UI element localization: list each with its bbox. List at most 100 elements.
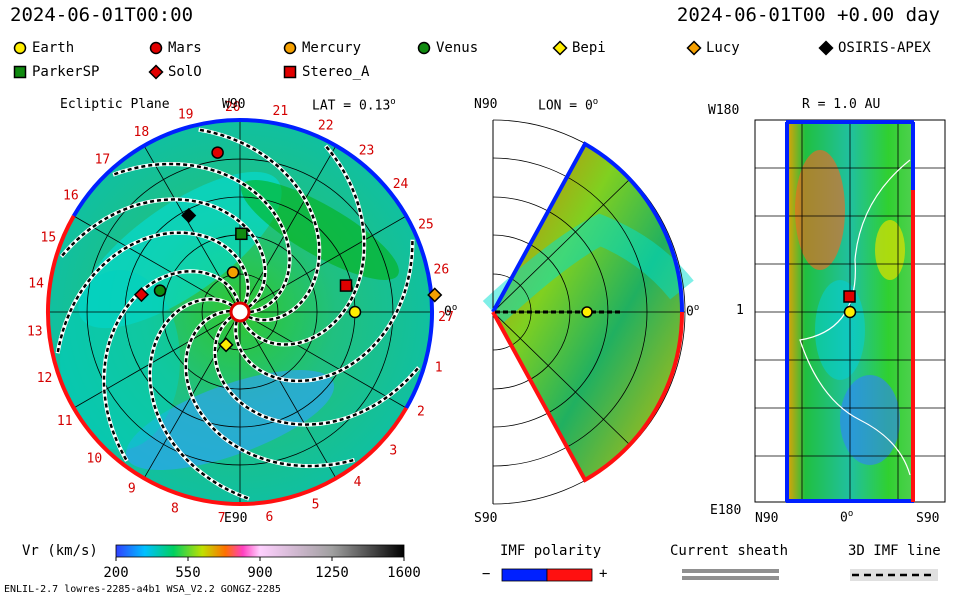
body-venus [153, 284, 167, 297]
legend-marker [552, 40, 568, 56]
carrington-label: 3 [389, 444, 397, 459]
carrington-label: 5 [312, 498, 320, 513]
map-bottom-left-label: E180 [710, 503, 742, 518]
legend-label: SolO [168, 64, 202, 80]
diamond-marker-icon [148, 64, 164, 80]
polarity-rim-arc [71, 118, 434, 409]
ecliptic-bottom-label: E90 [224, 511, 248, 526]
carrington-label: 13 [27, 324, 43, 339]
imf-spiral-line [183, 309, 355, 469]
header-right-time: 2024-06-01T00 +0.00 day [676, 4, 940, 26]
carrington-label: 6 [265, 510, 273, 525]
carrington-label: 14 [28, 277, 44, 292]
sheath-swatch-bottom [682, 576, 779, 580]
body-mercury [226, 266, 240, 279]
colorbar-tick-label: 1600 [387, 565, 421, 581]
imf-spiral-line [102, 269, 241, 462]
legend-label: Earth [32, 40, 75, 56]
legend-marker [13, 65, 27, 79]
diamond-marker-icon [818, 40, 834, 56]
sun-marker [229, 301, 251, 323]
legend-item-lucy: Lucy [686, 40, 740, 56]
imf-line-label: 3D IMF line [848, 543, 941, 559]
carrington-label: 11 [57, 414, 73, 429]
current-sheath-label: Current sheath [670, 543, 789, 559]
carrington-label: 25 [418, 217, 434, 232]
carrington-label: 20 [225, 100, 241, 115]
legend-label: Mercury [302, 40, 362, 56]
longitude-map-panel [754, 119, 946, 503]
colorbar-tick-label: 1250 [315, 565, 349, 581]
carrington-label: 27 [438, 310, 454, 325]
legend-marker [818, 40, 834, 56]
legend-label: ParkerSP [32, 64, 100, 80]
carrington-label: 15 [41, 231, 57, 246]
circle-marker-icon [417, 41, 431, 55]
colorbar-tick-label: 550 [175, 565, 200, 581]
carrington-label: 4 [354, 475, 362, 490]
circle-marker-icon [149, 41, 163, 55]
meridional-top-label: N90 [474, 97, 498, 112]
carrington-label: 16 [63, 188, 79, 203]
diamond-marker-icon [552, 40, 568, 56]
imf-plus-label: + [599, 566, 608, 582]
legend-marker [417, 41, 431, 55]
carrington-label: 7 [218, 511, 226, 526]
carrington-label: 21 [273, 104, 289, 119]
carrington-label: 9 [128, 481, 136, 496]
vr-label: Vr (km/s) [22, 543, 98, 559]
legend-item-parkersp: ParkerSP [12, 64, 99, 80]
legend-item-earth: Earth [12, 40, 74, 56]
imf-spiral-line [55, 230, 250, 354]
ecliptic-right-label: 0o [444, 303, 458, 320]
body-bepi [218, 337, 234, 353]
map-mid-left-label: 1 [736, 303, 744, 318]
legend-marker [149, 41, 163, 55]
body-lucy [427, 287, 443, 303]
carrington-label: 23 [359, 143, 375, 158]
carrington-label: 10 [87, 452, 103, 467]
colorbar-tick-label: 200 [103, 565, 128, 581]
footer-text: ENLIL-2.7 lowres-2285-a4b1 WSA_V2.2 GONG… [4, 584, 281, 595]
legend-label: Venus [436, 40, 479, 56]
legend-label: Lucy [706, 40, 740, 56]
meridional-panel [482, 119, 694, 505]
carrington-label: 17 [95, 153, 111, 168]
legend-item-bepi: Bepi [552, 40, 606, 56]
imf-spiral-line [241, 144, 367, 347]
polarity-rim-arc [46, 215, 409, 506]
body-solo [133, 287, 150, 303]
imf-polarity-label: IMF polarity [500, 543, 602, 559]
stereo-a-map-marker [843, 290, 856, 303]
carrington-label: 8 [171, 501, 179, 516]
legend-marker [148, 64, 164, 80]
body-mars [211, 146, 224, 159]
legend-item-osiris-apex: OSIRIS-APEX [818, 40, 931, 56]
map-top-left-label: W180 [708, 103, 740, 118]
legend-label: Bepi [572, 40, 606, 56]
carrington-label: 18 [134, 125, 150, 140]
diamond-marker-icon [686, 40, 702, 56]
carrington-label: 24 [393, 177, 409, 192]
imf-spiral-line [233, 239, 415, 383]
carrington-label: 26 [434, 262, 450, 277]
body-parkersp [235, 227, 248, 241]
circle-marker-icon [13, 41, 27, 55]
meridional-bottom-label: S90 [474, 511, 498, 526]
legend-marker [283, 65, 297, 79]
square-marker-icon [13, 65, 27, 79]
map-title: R = 1.0 AU [802, 97, 881, 112]
legend-label: Mars [168, 40, 202, 56]
legend-item-solo: SolO [148, 64, 202, 80]
imf-spiral-line [212, 315, 421, 427]
header-left-time: 2024-06-01T00:00 [10, 4, 194, 26]
earth-map-marker [843, 305, 857, 319]
sheath-swatch-top [682, 569, 779, 573]
legend-marker [686, 40, 702, 56]
imf-spiral-line [112, 161, 292, 314]
legend-label: OSIRIS-APEX [838, 40, 931, 56]
ecliptic-title: Ecliptic Plane [60, 97, 170, 112]
map-x-right-label: S90 [916, 511, 940, 526]
